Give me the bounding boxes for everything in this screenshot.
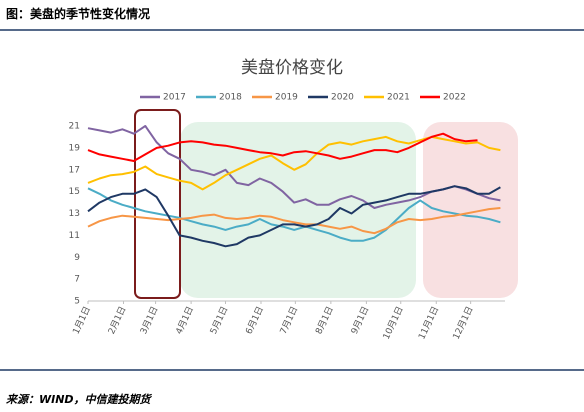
- source-note: 来源：WIND，中信建投期货: [6, 393, 151, 406]
- y-tick-label: 11: [69, 231, 80, 241]
- x-tick-label: 12月1日: [451, 305, 476, 342]
- highlight-region: [423, 122, 518, 298]
- legend-label: 2019: [275, 93, 298, 103]
- x-tick-label: 7月1日: [278, 305, 300, 336]
- y-tick-label: 13: [69, 209, 80, 219]
- legend-label: 2022: [443, 93, 466, 103]
- series-line: [87, 185, 501, 248]
- legend-label: 2018: [219, 93, 242, 103]
- x-tick-label: 2月1日: [106, 305, 128, 336]
- series-line: [87, 187, 501, 242]
- x-tick-label: 6月1日: [244, 305, 266, 336]
- y-tick-label: 5: [74, 297, 80, 307]
- x-tick-label: 11月1日: [416, 305, 441, 342]
- highlight-box: [134, 109, 181, 299]
- y-tick-label: 15: [69, 187, 80, 197]
- legend-label: 2017: [163, 93, 186, 103]
- x-tick-label: 3月1日: [138, 305, 160, 336]
- x-tick-label: 5月1日: [208, 305, 230, 336]
- legend-label: 2020: [331, 93, 354, 103]
- highlight-region: [180, 122, 416, 298]
- x-tick-label: 9月1日: [349, 305, 371, 336]
- series-line: [87, 207, 501, 235]
- series-line: [87, 132, 478, 162]
- chart-title: 美盘价格变化: [241, 58, 343, 78]
- x-tick-label: 8月1日: [313, 305, 335, 336]
- x-tick-label: 1月1日: [71, 305, 93, 336]
- y-tick-label: 21: [69, 122, 80, 132]
- y-tick-label: 9: [74, 253, 80, 263]
- x-tick-label: 10月1日: [381, 305, 406, 342]
- y-tick-label: 17: [69, 165, 80, 175]
- legend-label: 2021: [387, 93, 410, 103]
- y-tick-label: 19: [69, 143, 81, 153]
- x-tick-label: 4月1日: [174, 305, 196, 336]
- y-tick-label: 7: [74, 275, 80, 285]
- figure-caption: 图：美盘的季节性变化情况: [6, 7, 151, 21]
